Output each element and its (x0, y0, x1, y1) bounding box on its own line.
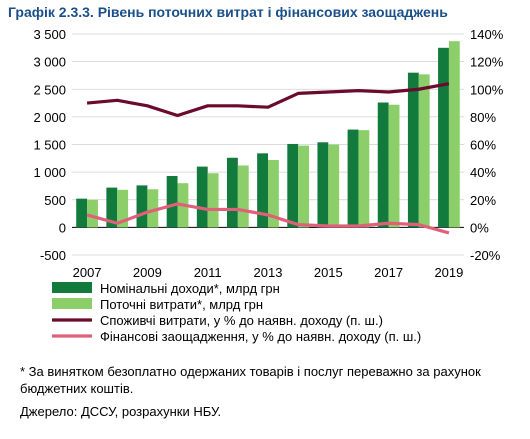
bar-current-expenses (87, 199, 98, 228)
bar-nominal-income (317, 142, 329, 228)
y-right-tick-label: 60% (470, 138, 496, 153)
chart-title: Графік 2.3.3. Рівень поточних витрат і ф… (8, 4, 448, 20)
chart-heading: Рівень поточних витрат і фінансових заощ… (97, 4, 448, 20)
bar-current-expenses (117, 189, 129, 228)
bar-nominal-income (196, 166, 208, 228)
y-right-tick-label: -20% (470, 248, 501, 263)
y-left-tick-label: 1 000 (33, 165, 66, 180)
y-left-tick-label: 0 (59, 220, 66, 235)
bar-nominal-income (347, 129, 359, 228)
y-left-tick-label: 3 000 (33, 55, 66, 70)
x-tick-label: 2009 (133, 265, 162, 280)
x-tick-label: 2019 (434, 265, 463, 280)
bar-nominal-income (136, 185, 148, 228)
y-left-tick-label: 2 500 (33, 82, 66, 97)
y-right-tick-label: 140% (470, 27, 504, 42)
bar-current-expenses (147, 189, 159, 228)
bar-nominal-income (377, 102, 389, 228)
bars (76, 41, 460, 228)
line-financial-savings (86, 202, 450, 235)
y-right-tick-label: 100% (470, 82, 504, 97)
y-right-tick-label: 0% (470, 220, 489, 235)
bar-current-expenses (207, 173, 219, 228)
bar-nominal-income (438, 47, 449, 228)
y-left-tick-label: -500 (40, 248, 66, 263)
bar-current-expenses (268, 159, 279, 228)
y-right-tick-label: 40% (470, 165, 496, 180)
chart-number: Графік 2.3.3. (8, 4, 94, 20)
bar-nominal-income (287, 143, 299, 228)
bar-current-expenses (418, 74, 430, 228)
axes: -500 0 500 1 000 1 500 2 000 2 500 3 000 3 500 -2… (33, 27, 503, 280)
bar-current-expenses (298, 145, 310, 228)
bar-current-expenses (388, 104, 400, 228)
y-left-tick-label: 500 (44, 193, 66, 208)
y-right-tick-label: 120% (470, 55, 504, 70)
bar-current-expenses (237, 165, 249, 228)
source-note: Джерело: ДССУ, розрахунки НБУ. (20, 404, 222, 419)
bar-current-expenses (448, 41, 460, 228)
legend-label: Споживчі витрати, у % до наявн. доходу (… (100, 313, 383, 328)
y-left-tick-label: 1 500 (33, 138, 66, 153)
bar-nominal-income (226, 157, 238, 228)
footnote: * За винятком безоплатно одержаних товар… (20, 364, 481, 396)
line-consumer-spending (86, 82, 450, 118)
x-tick-label: 2013 (254, 265, 283, 280)
bar-nominal-income (407, 72, 419, 228)
x-tick-label: 2015 (314, 265, 343, 280)
x-tick-label: 2017 (374, 265, 403, 280)
legend-label: Номінальні доходи*, млрд грн (100, 281, 280, 296)
bar-current-expenses (328, 144, 340, 228)
legend-label: Фінансові заощадження, у % до наявн. дох… (100, 329, 421, 344)
y-left-tick-label: 3 500 (33, 27, 66, 42)
bar-nominal-income (166, 175, 178, 228)
lines (86, 82, 450, 235)
x-tick-label: 2007 (73, 265, 102, 280)
y-right-tick-label: 20% (470, 193, 496, 208)
bar-current-expenses (358, 130, 370, 228)
y-left-tick-label: 2 000 (33, 110, 66, 125)
legend-swatch (52, 298, 92, 309)
bar-nominal-income (257, 153, 268, 228)
x-tick-label: 2011 (194, 265, 222, 280)
combo-chart: -500 0 500 1 000 1 500 2 000 2 500 3 000 3 500 -2… (33, 27, 503, 344)
legend-label: Поточні витрати*, млрд грн (100, 297, 263, 312)
y-right-tick-label: 80% (470, 110, 496, 125)
bar-nominal-income (106, 187, 118, 228)
legend-swatch (52, 282, 92, 293)
bar-nominal-income (76, 198, 88, 228)
